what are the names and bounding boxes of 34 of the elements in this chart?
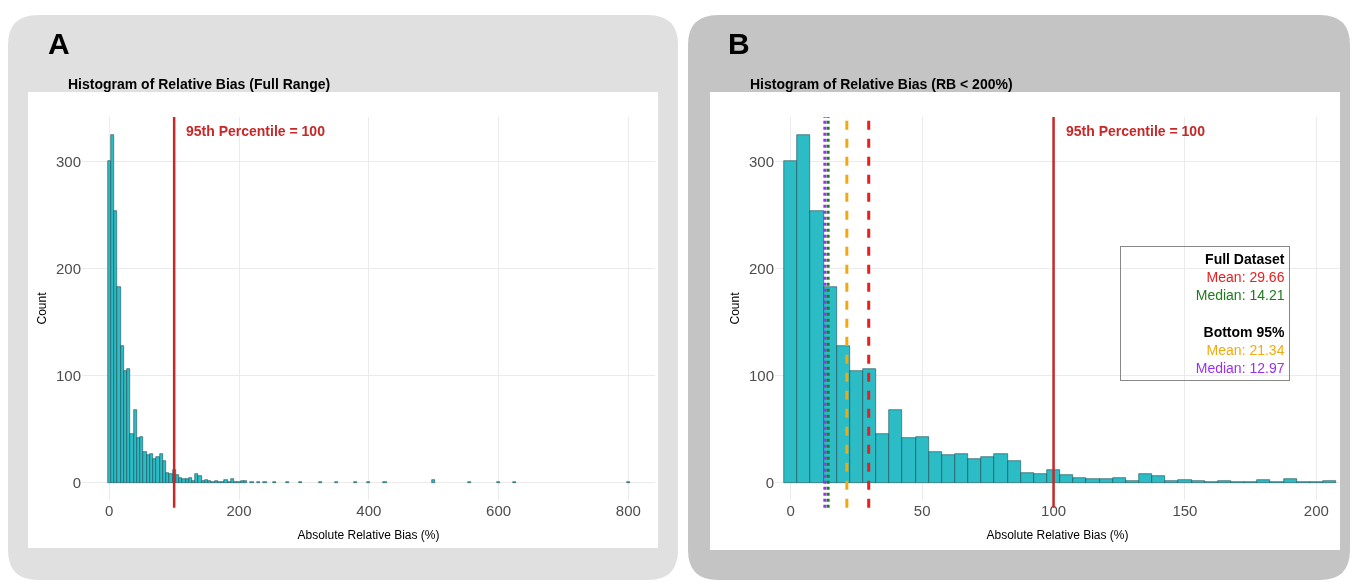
x-tick-label: 0	[105, 502, 114, 519]
y-tick-label: 0	[765, 474, 774, 492]
annotation: Full Dataset	[1205, 251, 1285, 267]
x-tick-label: 0	[786, 502, 795, 519]
text: B	[728, 27, 750, 60]
y-tick-label: 100	[748, 367, 774, 385]
ref-line-label: Median: 12.97	[1195, 360, 1285, 377]
ref-line-label: Mean: 29.66	[1206, 269, 1285, 286]
y-tick-label: 100	[55, 367, 81, 385]
x-axis-title: Absolute Relative Bias (%)	[986, 527, 1129, 542]
text: A	[48, 27, 70, 60]
y-tick-label: 0	[72, 474, 81, 492]
ref-line-label: Mean: 21.34	[1206, 342, 1285, 358]
x-tick-label: 100	[1041, 502, 1067, 519]
ref-line-label: 95th Percentile = 100	[186, 123, 326, 139]
y-tick-label: 200	[55, 260, 81, 278]
x-tick-label: 150	[1172, 502, 1198, 519]
x-axis-title: Absolute Relative Bias (%)	[297, 527, 440, 542]
x-tick-label: 400	[356, 502, 382, 519]
y-tick-label: 300	[55, 153, 81, 171]
x-tick-label: 50	[913, 502, 931, 519]
y-tick-label: 300	[748, 153, 774, 171]
chart-title: Histogram of Relative Bias (RB < 200%)	[750, 76, 1013, 92]
ref-line-label: Median: 14.21	[1195, 287, 1285, 304]
x-tick-label: 800	[615, 502, 641, 519]
y-axis-title: Count	[35, 291, 50, 325]
x-tick-label: 200	[226, 502, 252, 519]
x-tick-label: 600	[486, 502, 512, 519]
y-tick-label: 200	[748, 260, 774, 278]
x-tick-label: 200	[1303, 502, 1329, 519]
y-axis-title: Count	[728, 291, 743, 325]
chart-title: Histogram of Relative Bias (Full Range)	[68, 76, 331, 92]
ref-line-label: 95th Percentile = 100	[1066, 123, 1206, 139]
annotation: Bottom 95%	[1203, 323, 1285, 340]
